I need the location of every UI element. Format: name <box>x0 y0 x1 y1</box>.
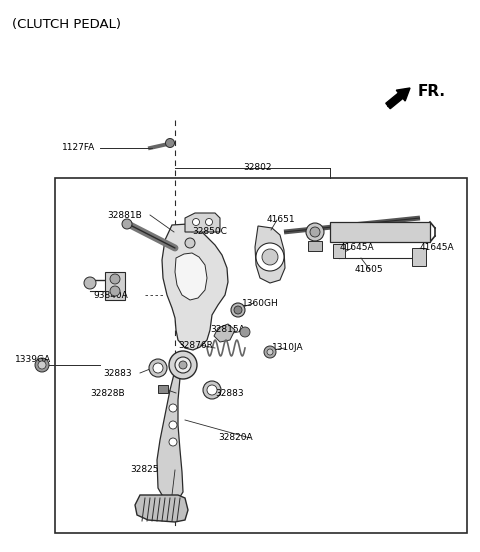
Circle shape <box>153 363 163 373</box>
Text: 41645A: 41645A <box>420 243 455 252</box>
Bar <box>55 178 467 533</box>
Circle shape <box>169 421 177 429</box>
FancyArrow shape <box>386 88 410 109</box>
Bar <box>105 272 125 300</box>
Circle shape <box>38 361 46 369</box>
Text: 32876R: 32876R <box>178 341 213 349</box>
Circle shape <box>306 223 324 241</box>
Text: 1360GH: 1360GH <box>242 299 279 307</box>
Text: 32815A: 32815A <box>210 326 245 335</box>
Circle shape <box>169 404 177 412</box>
Circle shape <box>267 349 273 355</box>
Bar <box>412 248 426 266</box>
Circle shape <box>169 438 177 446</box>
Polygon shape <box>135 495 188 522</box>
Polygon shape <box>162 224 228 350</box>
Polygon shape <box>214 324 235 342</box>
Circle shape <box>169 351 197 379</box>
Circle shape <box>310 227 320 237</box>
Circle shape <box>231 303 245 317</box>
Text: 41605: 41605 <box>355 266 384 274</box>
Text: 93840A: 93840A <box>93 291 128 300</box>
Text: FR.: FR. <box>418 84 446 99</box>
Text: 32850C: 32850C <box>192 227 227 236</box>
Circle shape <box>234 306 242 314</box>
Circle shape <box>207 385 217 395</box>
Text: 32881B: 32881B <box>107 210 142 220</box>
Text: (CLUTCH PEDAL): (CLUTCH PEDAL) <box>12 18 121 31</box>
Circle shape <box>35 358 49 372</box>
Text: 1310JA: 1310JA <box>272 343 304 353</box>
Circle shape <box>175 357 191 373</box>
Text: 32825: 32825 <box>130 465 158 475</box>
Circle shape <box>149 359 167 377</box>
Circle shape <box>166 139 175 147</box>
Circle shape <box>185 238 195 248</box>
Circle shape <box>203 381 221 399</box>
Circle shape <box>110 274 120 284</box>
Polygon shape <box>255 226 285 283</box>
Text: 41651: 41651 <box>267 215 296 225</box>
Circle shape <box>122 219 132 229</box>
Circle shape <box>262 249 278 265</box>
Bar <box>308 241 322 251</box>
Text: 1127FA: 1127FA <box>62 144 95 152</box>
Circle shape <box>110 286 120 296</box>
Circle shape <box>256 243 284 271</box>
Text: 41645A: 41645A <box>340 243 374 252</box>
Circle shape <box>179 361 187 369</box>
Text: 32883: 32883 <box>215 389 244 397</box>
Bar <box>333 244 345 258</box>
Circle shape <box>205 219 213 226</box>
Text: 1339GA: 1339GA <box>15 355 51 364</box>
Bar <box>330 222 430 242</box>
Polygon shape <box>175 253 207 300</box>
Polygon shape <box>157 370 183 500</box>
Text: 32883: 32883 <box>103 369 132 378</box>
Circle shape <box>192 219 200 226</box>
Bar <box>158 385 168 393</box>
Circle shape <box>264 346 276 358</box>
Text: 32828B: 32828B <box>90 389 125 397</box>
Polygon shape <box>185 213 220 232</box>
Text: 32820A: 32820A <box>218 433 252 443</box>
Circle shape <box>84 277 96 289</box>
Circle shape <box>240 327 250 337</box>
Text: 32802: 32802 <box>244 162 272 172</box>
